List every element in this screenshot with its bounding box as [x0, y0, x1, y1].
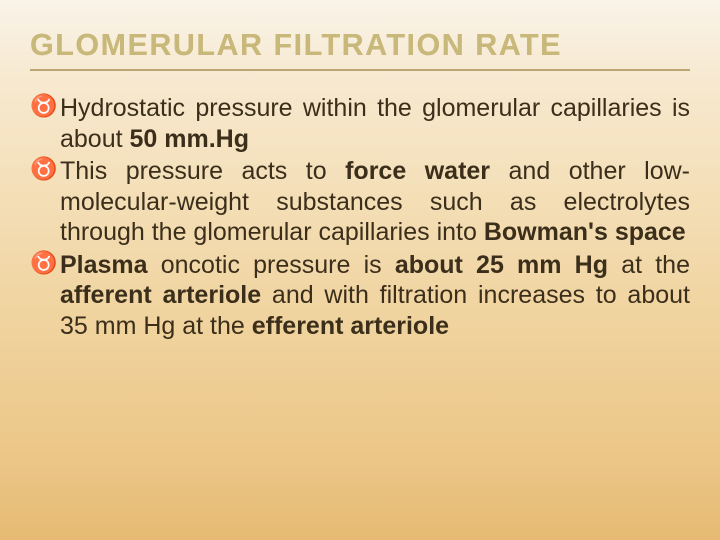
script-bullet-icon: ♉: [30, 93, 57, 120]
list-item: ♉ Plasma oncotic pressure is about 25 mm…: [30, 250, 690, 342]
text-bold: 50 mm.Hg: [130, 125, 249, 153]
text-bold: Plasma: [60, 251, 148, 279]
slide: GLOMERULAR FILTRATION RATE ♉ Hydrostatic…: [0, 0, 720, 540]
list-item: ♉ This pressure acts to force water and …: [30, 156, 690, 248]
text-bold: efferent arteriole: [252, 312, 449, 340]
text-bold: about 25 mm Hg: [395, 251, 608, 279]
list-item: ♉ Hydrostatic pressure within the glomer…: [30, 93, 690, 154]
script-bullet-icon: ♉: [30, 250, 57, 277]
page-title: GLOMERULAR FILTRATION RATE: [30, 28, 690, 71]
script-bullet-icon: ♉: [30, 156, 57, 183]
text-run: This pressure acts to: [60, 157, 345, 185]
text-run: at the: [608, 251, 690, 279]
text-run: oncotic pressure is: [148, 251, 395, 279]
text-bold: force water: [345, 157, 490, 185]
text-bold: Bowman's space: [484, 218, 686, 246]
body-list: ♉ Hydrostatic pressure within the glomer…: [30, 93, 690, 341]
text-bold: afferent arteriole: [60, 281, 261, 309]
